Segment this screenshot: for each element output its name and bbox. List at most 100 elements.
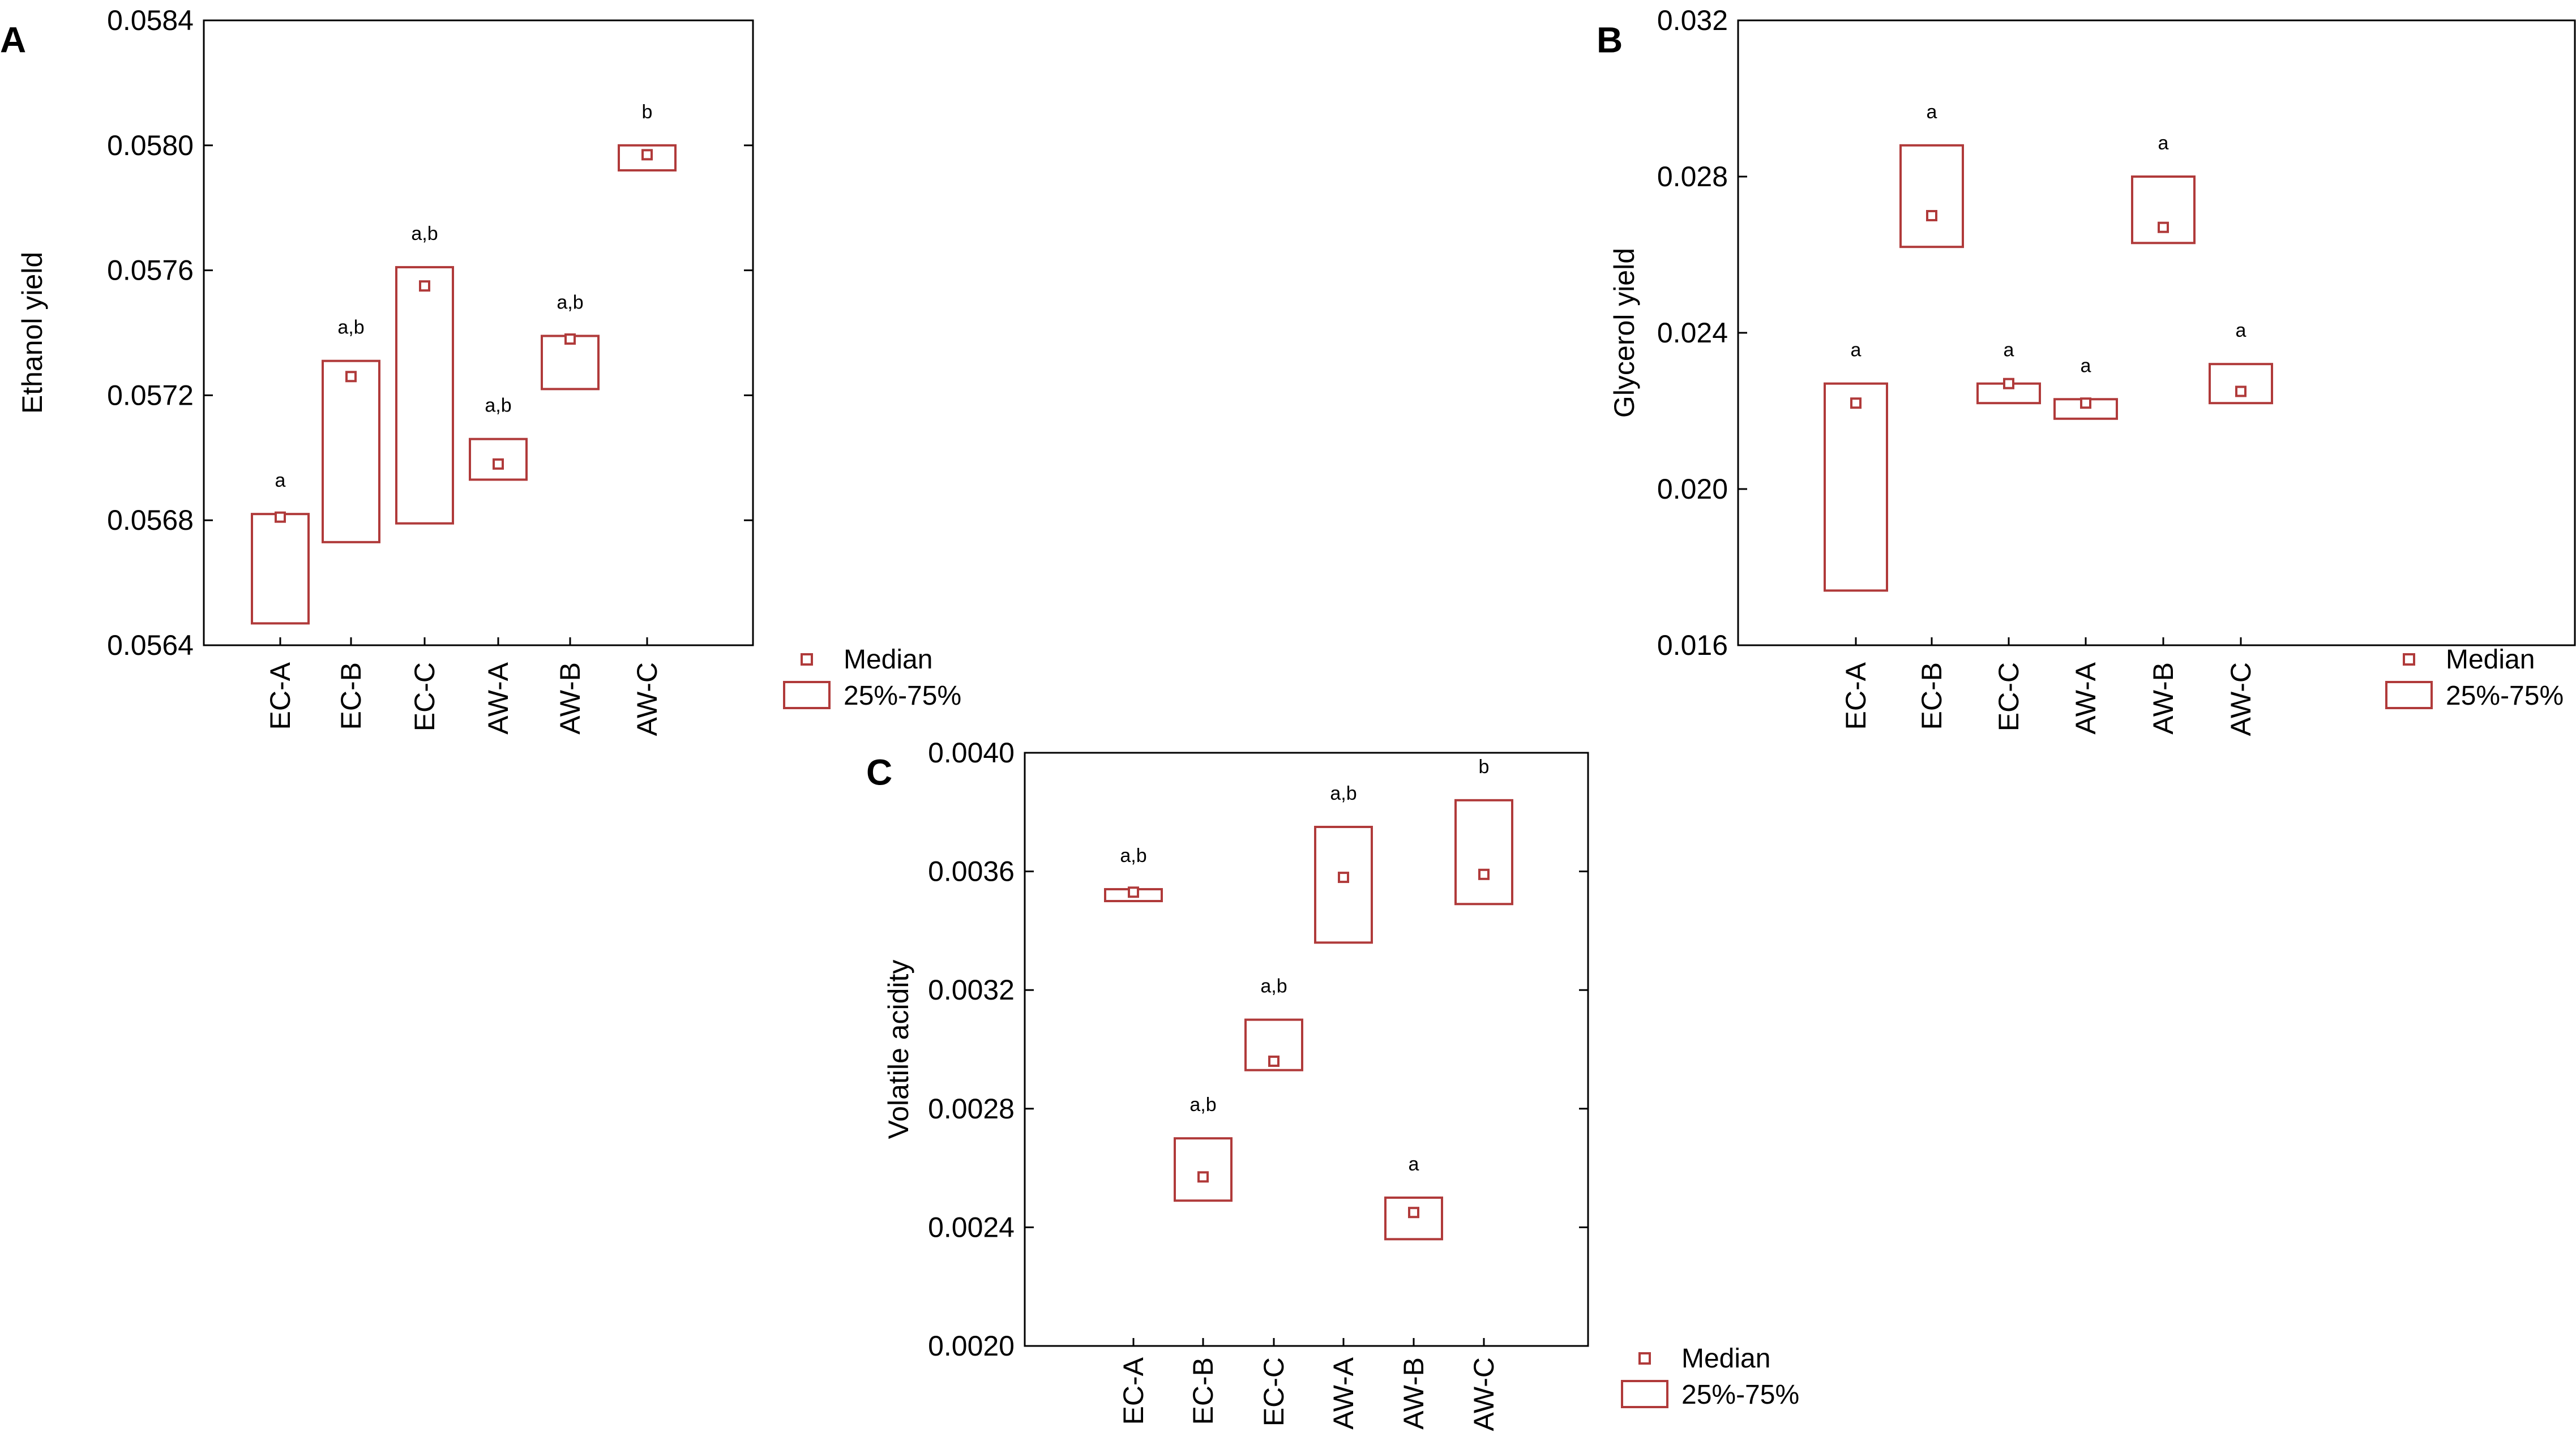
significance-label: a [1851, 340, 1862, 361]
legend-range-icon [783, 681, 831, 709]
iqr-box [1174, 1137, 1233, 1202]
y-tick-label: 0.032 [1657, 5, 1728, 36]
x-tick-label: AW-B [1398, 1357, 1430, 1430]
median-marker [2158, 221, 2169, 233]
median-marker [1268, 1055, 1280, 1067]
y-axis-title: Volatile acidity [883, 960, 914, 1139]
y-tick-label: 0.0576 [107, 255, 194, 286]
y-tick-label: 0.0040 [928, 737, 1015, 769]
plot-frame [1024, 752, 1589, 1347]
median-marker [419, 280, 430, 292]
y-tick-label: 0.0036 [928, 856, 1015, 887]
significance-label: b [1479, 756, 1490, 778]
panel-b: 0.016 0.020 0.024 0.028 0.032 Glycerol yield B… [1597, 5, 2576, 736]
y-axis-title: Glycerol yield [1608, 248, 1640, 418]
x-tick-label: AW-C [1468, 1357, 1500, 1431]
median-marker [1128, 886, 1139, 898]
legend-median-label: Median [844, 645, 932, 675]
y-tick-label: 0.0580 [107, 130, 194, 161]
median-marker [275, 511, 286, 523]
panel-c: 0.0020 0.0024 0.0028 0.0032 0.0036 0.0040 Vola… [866, 737, 1799, 1431]
significance-label: a [1409, 1154, 1419, 1175]
legend-median-icon [801, 653, 813, 666]
x-tick-label: EC-A [1118, 1357, 1149, 1425]
panel-letter: A [0, 19, 26, 60]
median-marker [1338, 872, 1349, 884]
y-axis-title: Ethanol yield [16, 252, 48, 414]
y-tick-label: 0.016 [1657, 629, 1728, 661]
median-marker [2235, 385, 2246, 397]
panel-a: 0.0564 0.0568 0.0572 0.0576 0.0580 0.0584 Etha… [0, 5, 961, 736]
iqr-box [2131, 175, 2196, 245]
significance-label: a,b [1189, 1094, 1216, 1116]
legend-range-label: 25%-75% [1681, 1380, 1799, 1410]
significance-label: a,b [1330, 783, 1357, 804]
iqr-box [322, 359, 380, 543]
x-tick-label: AW-A [482, 662, 514, 734]
x-tick-label: EC-C [409, 662, 440, 731]
iqr-box [1244, 1018, 1303, 1071]
significance-label: a,b [1120, 845, 1146, 867]
legend-range-label: 25%-75% [2446, 681, 2564, 711]
iqr-box [1384, 1197, 1443, 1241]
legend-median-label: Median [1681, 1344, 1770, 1374]
significance-label: a,b [411, 223, 438, 245]
significance-label: a,b [485, 395, 511, 417]
median-marker [564, 333, 576, 345]
y-tick-label: 0.0028 [928, 1093, 1015, 1125]
median-marker [1197, 1171, 1209, 1183]
iqr-box [469, 438, 528, 481]
significance-label: a [1927, 101, 1937, 123]
y-tick-label: 0.0024 [928, 1211, 1015, 1243]
y-tick-label: 0.0572 [107, 379, 194, 411]
x-tick-label: EC-B [335, 662, 367, 730]
x-tick-label: EC-C [1993, 662, 2025, 731]
x-tick-label: AW-B [554, 662, 586, 735]
x-tick-label: EC-C [1258, 1357, 1290, 1426]
significance-label: a,b [337, 317, 364, 338]
x-tick-label: AW-A [1328, 1357, 1359, 1429]
iqr-box [1899, 144, 1964, 248]
median-marker [1408, 1207, 1419, 1219]
significance-label: a,b [1260, 976, 1287, 997]
median-marker [641, 149, 653, 161]
iqr-box [1824, 382, 1888, 592]
median-marker [2003, 378, 2014, 389]
iqr-box [1314, 826, 1373, 944]
x-tick-label: AW-C [2225, 662, 2257, 736]
x-tick-label: EC-A [264, 662, 296, 730]
x-tick-label: AW-A [2070, 662, 2102, 734]
plot-frame [203, 19, 754, 646]
y-tick-label: 0.020 [1657, 473, 1728, 505]
x-tick-label: EC-B [1187, 1357, 1219, 1425]
legend-range-label: 25%-75% [844, 681, 961, 711]
y-tick-label: 0.0020 [928, 1330, 1015, 1362]
x-tick-label: AW-C [631, 662, 663, 736]
significance-label: a [2158, 132, 2169, 154]
panel-letter: B [1597, 19, 1623, 60]
significance-label: a,b [557, 292, 583, 314]
iqr-box [2209, 363, 2273, 405]
median-marker [1926, 210, 1937, 221]
y-tick-label: 0.0564 [107, 629, 194, 661]
y-tick-label: 0.028 [1657, 161, 1728, 192]
legend-median-label: Median [2446, 645, 2535, 675]
median-marker [493, 458, 504, 470]
legend-range-icon [2385, 681, 2433, 709]
significance-label: a [2081, 355, 2091, 376]
y-tick-label: 0.0584 [107, 5, 194, 36]
x-tick-label: AW-B [2147, 662, 2179, 735]
significance-label: b [642, 101, 653, 123]
significance-label: a [2236, 320, 2246, 341]
iqr-box [395, 266, 454, 525]
legend-range-icon [1621, 1380, 1668, 1408]
iqr-box [618, 144, 677, 171]
legend-median-icon [1638, 1352, 1651, 1365]
y-tick-label: 0.0568 [107, 504, 194, 536]
panel-letter: C [866, 752, 892, 792]
x-tick-label: EC-B [1916, 662, 1948, 730]
significance-label: a [275, 470, 286, 491]
median-marker [1478, 868, 1490, 880]
